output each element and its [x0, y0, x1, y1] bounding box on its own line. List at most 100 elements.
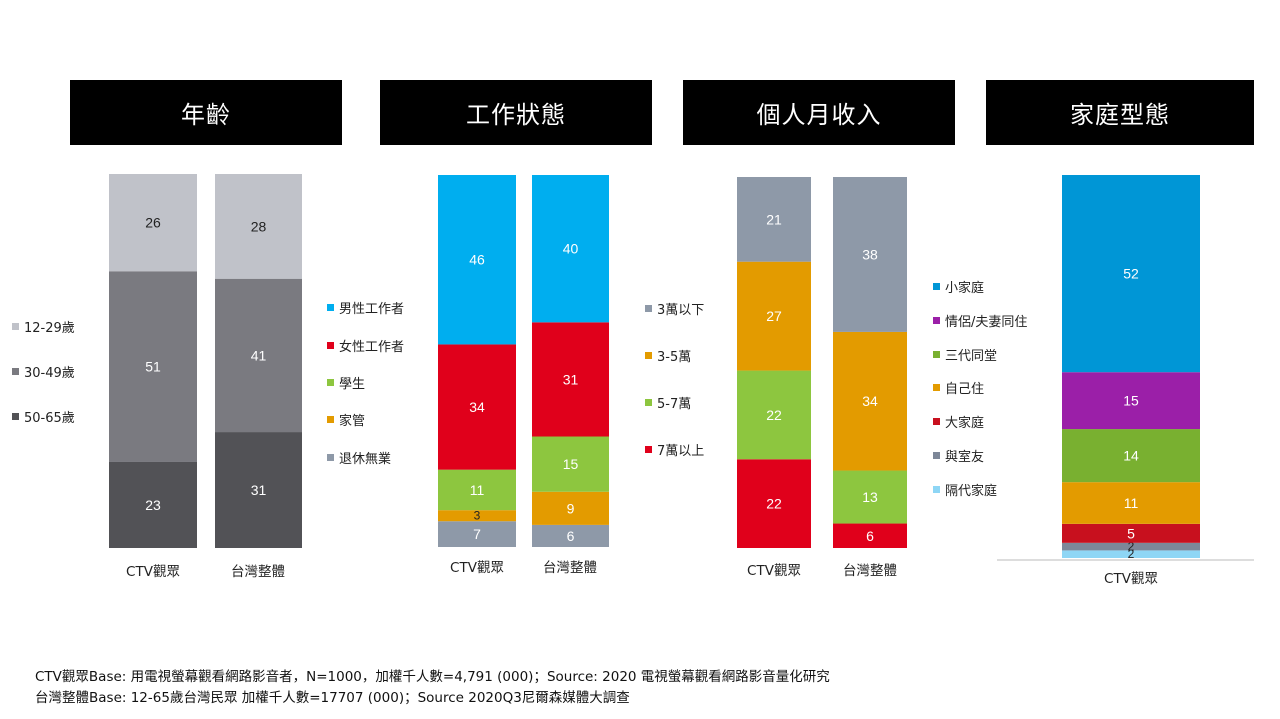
legend-swatch: [12, 413, 19, 420]
data-label: 23: [145, 497, 161, 513]
legend-item-30-49: 30-49歲: [12, 362, 75, 381]
data-label: 31: [251, 482, 267, 498]
legend-item-home: 家管: [327, 410, 365, 429]
legend-swatch: [645, 352, 652, 359]
legend-label: 男性工作者: [339, 302, 405, 317]
category-label: 台灣整體: [843, 563, 897, 579]
bar-segment: [1062, 175, 1200, 373]
data-label: 26: [145, 215, 161, 231]
bar-segment: [215, 278, 302, 433]
bar-segment: [438, 469, 516, 511]
data-label: 27: [766, 308, 782, 324]
data-label: 46: [469, 252, 485, 268]
data-label: 38: [862, 246, 878, 262]
legend-item-50-65: 50-65歲: [12, 407, 75, 426]
header-work: 工作狀態: [380, 80, 652, 145]
bar-segment: [532, 524, 609, 547]
bar-segment: [109, 461, 197, 548]
category-label: CTV觀眾: [747, 563, 801, 579]
data-label: 28: [251, 218, 267, 234]
legend-swatch: [327, 416, 334, 423]
bar-segment: [833, 331, 907, 471]
bar-segment: [438, 521, 516, 547]
legend-swatch: [327, 454, 334, 461]
data-label: 6: [567, 528, 575, 544]
data-label: 31: [563, 371, 579, 387]
legend-swatch: [645, 305, 652, 312]
legend-item-7up: 7萬以上: [645, 440, 704, 459]
category-label: 台灣整體: [231, 564, 285, 580]
bar-segment: [215, 432, 302, 548]
legend-swatch: [933, 283, 940, 290]
data-label: 34: [862, 393, 878, 409]
legend-swatch: [933, 486, 940, 493]
legend-item-57: 5-7萬: [645, 393, 691, 412]
legend-swatch: [327, 304, 334, 311]
bar-segment: [1062, 523, 1200, 543]
legend-swatch: [327, 342, 334, 349]
data-label: 15: [1123, 393, 1139, 409]
data-label: 15: [563, 456, 579, 472]
legend-item-female: 女性工作者: [327, 336, 404, 355]
legend-label: 12-29歲: [24, 321, 75, 336]
legend-swatch: [933, 384, 940, 391]
data-label: 3: [474, 509, 481, 523]
data-label: 6: [866, 528, 874, 544]
header-family: 家庭型態: [986, 80, 1254, 145]
bar-segment: [1062, 372, 1200, 430]
legend-label: 7萬以上: [657, 444, 705, 459]
legend-swatch: [327, 379, 334, 386]
legend-label: 30-49歲: [24, 366, 75, 381]
category-label: CTV觀眾: [450, 560, 504, 576]
legend-label: 與室友: [945, 450, 985, 465]
footer-line-1: CTV觀眾Base: 用電視螢幕觀看網路影音者，N=1000，加權千人數=4,7…: [35, 669, 830, 685]
legend-swatch: [933, 418, 940, 425]
bar-segment: [737, 459, 811, 548]
legend-item-big: 大家庭: [933, 412, 984, 431]
header-age: 年齡: [70, 80, 342, 145]
legend-label: 小家庭: [945, 281, 985, 296]
legend-label: 情侶/夫妻同住: [945, 315, 1028, 330]
data-label: 13: [862, 489, 878, 505]
bar-segment: [737, 370, 811, 460]
category-label: CTV觀眾: [1104, 571, 1158, 587]
data-label: 21: [766, 211, 782, 227]
legend-item-35: 3-5萬: [645, 346, 691, 365]
bar-segment: [109, 174, 197, 272]
header-family-title: 家庭型態: [1070, 101, 1170, 129]
category-label: 台灣整體: [543, 560, 597, 576]
bar-segment: [109, 271, 197, 462]
data-label: 14: [1123, 448, 1139, 464]
header-work-title: 工作狀態: [466, 101, 566, 129]
bar-segment: [1062, 542, 1200, 551]
data-label: 51: [145, 359, 161, 375]
bar-segment: [833, 470, 907, 524]
legend-item-12-29: 12-29歲: [12, 317, 75, 336]
footer-notes: CTV觀眾Base: 用電視螢幕觀看網路影音者，N=1000，加權千人數=4,7…: [35, 667, 830, 709]
bar-segment: [532, 491, 609, 525]
bar-segment: [833, 177, 907, 332]
data-label: 5: [1127, 525, 1135, 541]
legend-label: 3-5萬: [657, 350, 692, 365]
legend-swatch: [12, 368, 19, 375]
legend-swatch: [645, 399, 652, 406]
data-label: 22: [766, 407, 782, 423]
legend-swatch: [645, 446, 652, 453]
legend-label: 大家庭: [945, 416, 985, 431]
legend-label: 退休無業: [339, 452, 392, 467]
bar-segment: [438, 175, 516, 345]
legend-item-room: 與室友: [933, 446, 984, 465]
bar-segment: [737, 177, 811, 262]
legend-label: 5-7萬: [657, 397, 692, 412]
data-label: 41: [251, 347, 267, 363]
legend-item-retired: 退休無業: [327, 448, 391, 467]
header-age-title: 年齡: [181, 101, 231, 129]
bar-segment: [1062, 429, 1200, 483]
bar-segment: [532, 175, 609, 323]
data-label: 2: [1128, 540, 1135, 554]
data-label: 40: [563, 241, 579, 257]
legend-swatch: [933, 317, 940, 324]
legend-item-three: 三代同堂: [933, 345, 997, 364]
bar-segment: [532, 322, 609, 437]
